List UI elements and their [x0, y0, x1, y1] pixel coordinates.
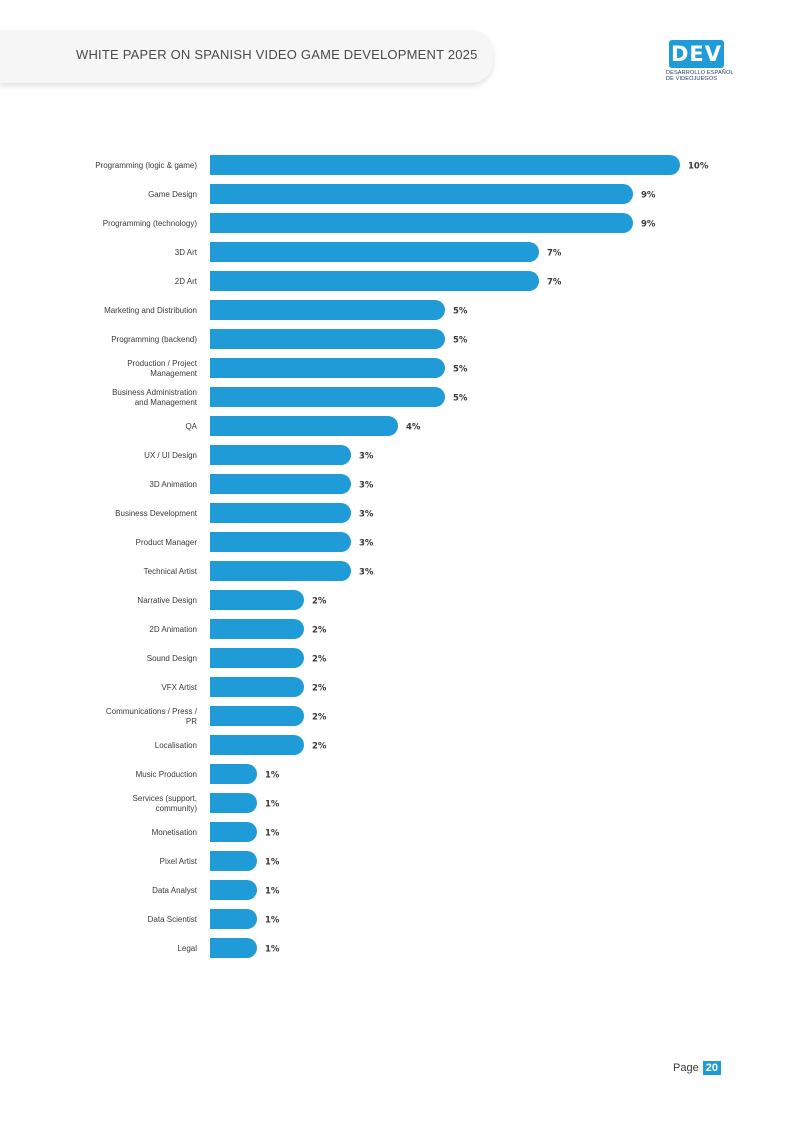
- value-label: 3%: [359, 481, 374, 491]
- value-label: 2%: [312, 597, 327, 607]
- bar: [210, 677, 304, 697]
- header-tab: [0, 30, 493, 83]
- logo-text-line2: DE VIDEOJUEGOS: [666, 76, 718, 82]
- bar: [210, 851, 257, 871]
- page-label: Page: [673, 1062, 699, 1074]
- category-label: 2D Art: [175, 277, 198, 286]
- bar: [210, 213, 633, 233]
- value-label: 2%: [312, 713, 327, 723]
- category-label: 3D Animation: [149, 480, 197, 489]
- category-label: Marketing and Distribution: [104, 306, 197, 315]
- logo-mark: DEV: [669, 40, 724, 68]
- bar: [210, 590, 304, 610]
- value-label: 3%: [359, 539, 374, 549]
- bar: [210, 822, 257, 842]
- value-label: 2%: [312, 626, 327, 636]
- value-label: 1%: [265, 916, 280, 926]
- bar: [210, 155, 680, 175]
- value-label: 10%: [688, 162, 709, 172]
- bar: [210, 474, 351, 494]
- category-label: Music Production: [136, 770, 197, 779]
- bar: [210, 909, 257, 929]
- value-label: 9%: [641, 191, 656, 201]
- value-label: 7%: [547, 278, 562, 288]
- bar: [210, 764, 257, 784]
- bar: [210, 416, 398, 436]
- bar: [210, 880, 257, 900]
- category-label: UX / UI Design: [144, 451, 197, 460]
- category-label: Technical Artist: [144, 567, 198, 576]
- bar: [210, 532, 351, 552]
- category-label: Sound Design: [147, 654, 197, 663]
- value-label: 9%: [641, 220, 656, 230]
- logo-text-line1: DESARROLLO ESPAÑOL: [666, 70, 734, 76]
- category-label: Monetisation: [152, 828, 197, 837]
- bar: [210, 706, 304, 726]
- dev-logo: DEV DESARROLLO ESPAÑOL DE VIDEOJUEGOS: [666, 40, 734, 84]
- bar: [210, 329, 445, 349]
- category-label: Business Administration and Management: [112, 388, 198, 407]
- value-label: 1%: [265, 771, 280, 781]
- bar: [210, 271, 539, 291]
- category-label: Data Analyst: [152, 886, 198, 895]
- page-footer: Page 20: [673, 1061, 721, 1075]
- category-label: Narrative Design: [137, 596, 197, 605]
- bar: [210, 184, 633, 204]
- value-label: 1%: [265, 887, 280, 897]
- category-label: Localisation: [155, 741, 197, 750]
- category-label: Communications / Press / PR: [106, 707, 198, 726]
- value-label: 4%: [406, 423, 421, 433]
- bar: [210, 793, 257, 813]
- category-label: Programming (logic & game): [95, 161, 197, 170]
- category-label: Programming (technology): [103, 219, 198, 228]
- value-label: 3%: [359, 510, 374, 520]
- bar: [210, 445, 351, 465]
- bar: [210, 387, 445, 407]
- page-number: 20: [702, 1061, 721, 1075]
- bar: [210, 242, 539, 262]
- document-title: WHITE PAPER ON SPANISH VIDEO GAME DEVELO…: [76, 47, 478, 62]
- category-label: Pixel Artist: [160, 857, 198, 866]
- category-label: Programming (backend): [111, 335, 197, 344]
- category-label: Production / Project Management: [127, 359, 198, 378]
- category-label: Legal: [177, 944, 197, 953]
- bar: [210, 561, 351, 581]
- value-label: 3%: [359, 568, 374, 578]
- value-label: 2%: [312, 655, 327, 665]
- bar: [210, 619, 304, 639]
- value-label: 1%: [265, 945, 280, 955]
- category-label: Product Manager: [136, 538, 198, 547]
- value-label: 1%: [265, 829, 280, 839]
- category-label: Business Development: [115, 509, 198, 518]
- value-label: 5%: [453, 365, 468, 375]
- value-label: 1%: [265, 858, 280, 868]
- value-label: 5%: [453, 307, 468, 317]
- value-label: 2%: [312, 742, 327, 752]
- bar: [210, 300, 445, 320]
- value-label: 1%: [265, 800, 280, 810]
- bar: [210, 648, 304, 668]
- category-label: QA: [185, 422, 197, 431]
- category-label: Game Design: [148, 190, 197, 199]
- category-label: VFX Artist: [161, 683, 197, 692]
- bar: [210, 503, 351, 523]
- value-label: 2%: [312, 684, 327, 694]
- category-label: 3D Art: [175, 248, 198, 257]
- category-label: Data Scientist: [148, 915, 198, 924]
- category-label: Services (support, community): [133, 794, 198, 813]
- value-label: 3%: [359, 452, 374, 462]
- value-label: 5%: [453, 394, 468, 404]
- bar: [210, 358, 445, 378]
- value-label: 5%: [453, 336, 468, 346]
- value-label: 7%: [547, 249, 562, 259]
- bar: [210, 735, 304, 755]
- bar: [210, 938, 257, 958]
- category-label: 2D Animation: [149, 625, 197, 634]
